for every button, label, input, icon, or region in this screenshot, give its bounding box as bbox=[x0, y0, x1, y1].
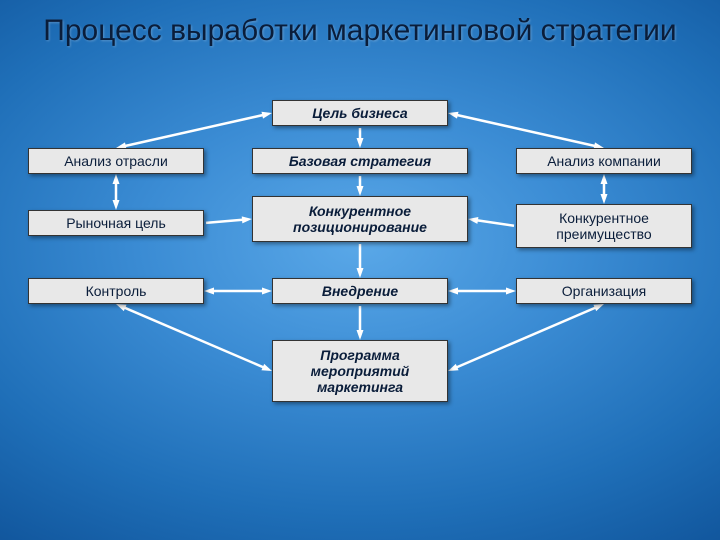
node-program: Программа мероприятий маркетинга bbox=[272, 340, 448, 402]
node-goal: Цель бизнеса bbox=[272, 100, 448, 126]
node-control: Контроль bbox=[28, 278, 204, 304]
background bbox=[0, 0, 720, 540]
node-impl: Внедрение bbox=[272, 278, 448, 304]
node-org: Организация bbox=[516, 278, 692, 304]
diagram-title: Процесс выработки маркетинговой стратеги… bbox=[0, 14, 720, 49]
node-market: Рыночная цель bbox=[28, 210, 204, 236]
node-industry: Анализ отрасли bbox=[28, 148, 204, 174]
node-base: Базовая стратегия bbox=[252, 148, 468, 174]
node-positioning: Конкурентное позиционирование bbox=[252, 196, 468, 242]
node-company: Анализ компании bbox=[516, 148, 692, 174]
node-advantage: Конкурентное преимущество bbox=[516, 204, 692, 248]
